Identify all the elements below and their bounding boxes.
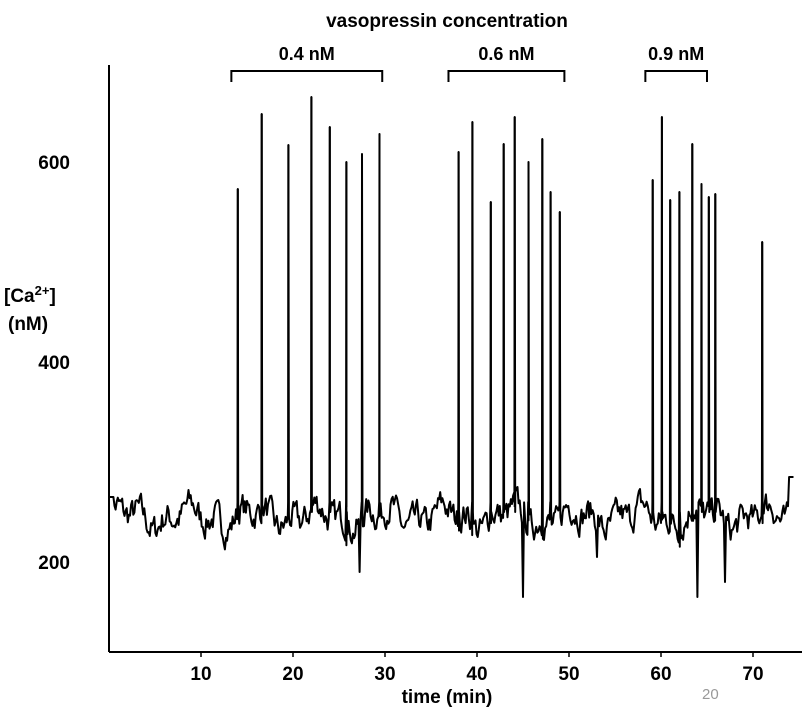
y-tick-label: 600 xyxy=(38,153,70,174)
page-number: 20 xyxy=(702,686,719,703)
concentration-bracket xyxy=(447,70,566,82)
concentration-label: 0.4 nM xyxy=(279,44,335,64)
y-tick-label: 400 xyxy=(38,353,70,374)
calcium-trace-line xyxy=(109,96,794,598)
y-axis-title-line2: (nM) xyxy=(8,314,48,335)
concentration-bracket xyxy=(230,70,384,82)
concentration-bracket xyxy=(644,70,708,82)
concentration-label: 0.6 nM xyxy=(478,44,534,64)
x-axis-title: time (min) xyxy=(402,687,493,708)
y-axis-title-line1: [Ca2+] xyxy=(4,283,56,307)
x-tick-label: 50 xyxy=(558,664,579,685)
x-tick-label: 20 xyxy=(282,664,303,685)
concentration-label: 0.9 nM xyxy=(648,44,704,64)
x-tick-label: 10 xyxy=(190,664,211,685)
calcium-trace-layer xyxy=(109,96,794,598)
chart-title: vasopressin concentration xyxy=(326,11,568,32)
y-tick-label: 200 xyxy=(38,553,70,574)
labels: 10 20 30 40 50 60 70 200 400 600 time (min) [Ca2+] (… xyxy=(4,11,764,708)
x-tick-label: 70 xyxy=(742,664,763,685)
axes xyxy=(108,65,802,657)
x-tick-label: 60 xyxy=(650,664,671,685)
x-tick-label: 30 xyxy=(374,664,395,685)
x-tick-label: 40 xyxy=(466,664,487,685)
